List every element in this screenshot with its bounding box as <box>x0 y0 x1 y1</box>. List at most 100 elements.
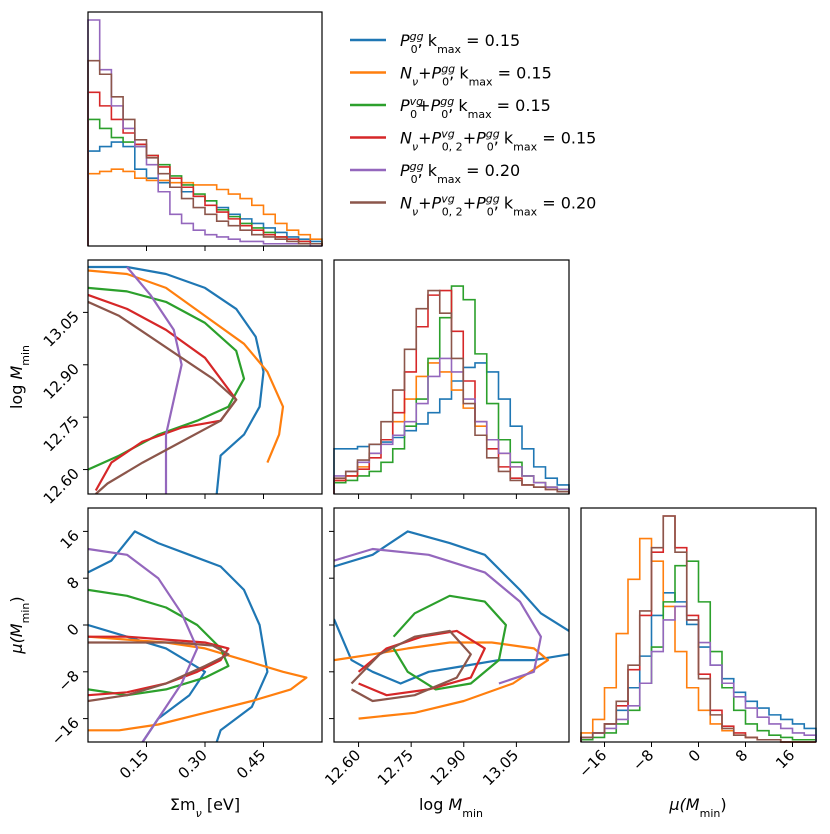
legend-label-part: 0 <box>487 205 494 218</box>
mnu-logM-Nv_P02vg_P0gg_k020-contour <box>88 300 238 494</box>
legend-label-part: max <box>437 43 461 56</box>
logM-mu-Nv_P0gg_k015-contour <box>334 641 550 720</box>
legend-label-part: + <box>418 129 431 148</box>
mu-hist-xtick-label: −8 <box>629 746 657 774</box>
mnu-logM-P0gg_k015-contour <box>88 265 265 494</box>
legend-label-part: 0, 2 <box>442 205 463 218</box>
legend-label-part: 0 <box>487 140 494 153</box>
legend-label-part: + <box>463 194 476 213</box>
xlabel-mu-part: min <box>700 807 721 820</box>
mnu-logM-P0gg_k020-contour <box>126 266 183 494</box>
mnu-Nv_P02vg_P0gg_k015-hist-step <box>87 91 323 246</box>
panel-mnu-mu: 0.15 0.30 0.45 −16 −8 0 8 16 <box>48 507 323 782</box>
logM-mu-P0gg_k015-contour <box>334 618 569 685</box>
logM-mu-P0gg_k020-contour <box>334 547 542 685</box>
mnu-mu-contours <box>88 530 308 742</box>
legend-label-part: 0 <box>410 108 417 121</box>
panel-mnu-hist <box>87 11 323 251</box>
legend-label-part: ν <box>412 140 418 153</box>
legend-label-part: max <box>513 205 537 218</box>
legend-label-part: = 0.20 <box>537 194 596 213</box>
ylabel-mu-part: min <box>19 603 32 624</box>
legend-label-part: = 0.15 <box>461 31 520 50</box>
xlabel-logM-part: log <box>419 795 448 814</box>
legend-label-part: P <box>432 64 442 83</box>
mnu-logM-ytick-label: 13.05 <box>40 307 83 350</box>
ylabel-logM-part: M <box>7 366 26 380</box>
mnu-logM-ytick-label: 12.60 <box>40 465 83 508</box>
legend-label-part: P <box>432 129 442 148</box>
legend-label-part: max <box>468 108 492 121</box>
xlabel-mnu-part: ν <box>196 807 202 820</box>
xlabel-mnu: Σmν [eV] <box>170 795 240 820</box>
legend-label-part: P <box>400 31 410 50</box>
legend-label-part: = 0.15 <box>492 96 551 115</box>
ylabel-mu: μ(Mmin) <box>7 596 32 654</box>
legend-label: Nν+Pvg 0, 2+Pgg 0, kmax = 0.20 <box>400 192 596 218</box>
legend-label-part: gg <box>410 160 424 173</box>
legend-label-part: , k <box>494 129 514 148</box>
mnu-logM-frame <box>87 259 323 495</box>
legend-label-part: gg <box>486 192 500 205</box>
legend-entry-P0gg_k020: Pgg 0, kmax = 0.20 <box>350 160 520 186</box>
legend-entry-P0vg_P0gg_k015: Pvg 0+Pgg 0, kmax = 0.15 <box>350 95 551 121</box>
mnu-Nv_P02vg_P0gg_k020-hist-step <box>87 59 323 246</box>
legend-label-part: vg <box>441 127 455 140</box>
legend-label: Pgg 0, kmax = 0.20 <box>400 160 520 186</box>
legend-label-part: ν <box>412 205 418 218</box>
mu-hist-xtick-label: 0 <box>685 746 704 765</box>
ylabel-logM: log Mmin <box>7 345 32 409</box>
logM-mu-xtick-label: 12.60 <box>321 746 364 789</box>
legend-label: Nν+Pgg 0, kmax = 0.15 <box>400 62 552 88</box>
legend-label-part: + <box>418 64 431 83</box>
ylabel-mu-part: M <box>7 623 26 637</box>
mnu-logM-contours <box>88 265 285 494</box>
xlabel-logM-part: M <box>448 795 462 814</box>
xlabel-mnu-part: [eV] <box>202 795 240 814</box>
legend-label-part: P <box>432 194 442 213</box>
legend-label-part: vg <box>441 192 455 205</box>
mnu-logM-ytick-label: 12.75 <box>40 412 83 455</box>
legend-label-part: ν <box>412 75 418 88</box>
xlabel-logM-part: min <box>462 807 483 820</box>
mnu-mu-frame <box>87 507 323 743</box>
mnu-mu-ytick-label: 8 <box>63 573 82 592</box>
legend-label-part: 0 <box>411 173 418 186</box>
logM-mu-Nv_P02vg_P0gg_k020-contour <box>350 629 472 703</box>
legend-entry-P0gg_k015: Pgg 0, kmax = 0.15 <box>350 30 520 56</box>
legend-label: Pgg 0, kmax = 0.15 <box>400 30 520 56</box>
ylabel-logM-part: min <box>19 345 32 366</box>
mnu-mu-xtick-label: 0.30 <box>174 746 210 782</box>
mnu-logM-ytick-label: 12.90 <box>40 360 83 403</box>
legend-label-part: , k <box>418 161 438 180</box>
logM-mu-xtick-label: 12.75 <box>374 746 417 789</box>
mu-Nv_P02vg_P0gg_k020-hist-step <box>580 515 816 743</box>
legend-label-part: N <box>400 64 412 83</box>
legend-label-part: max <box>437 173 461 186</box>
mnu-mu-Nv_P02vg_P0gg_k015-contour <box>88 635 230 697</box>
mnu-mu-ytick-label: −8 <box>54 667 82 695</box>
legend-label-part: P <box>400 96 410 115</box>
legend-label-part: , k <box>494 194 514 213</box>
logM-mu-xtick-label: 12.90 <box>427 746 470 789</box>
legend-label-part: + <box>463 129 476 148</box>
legend-label-part: , k <box>449 64 469 83</box>
legend-label-part: = 0.15 <box>537 129 596 148</box>
ylabel-logM-part: log <box>7 380 26 409</box>
logM-mu-contours <box>334 530 569 720</box>
legend-label: Nν+Pvg 0, 2+Pgg 0, kmax = 0.15 <box>400 127 596 153</box>
mnu-mu-xtick-label: 0.15 <box>116 746 152 782</box>
mnu-mu-Nv_P02vg_P0gg_k020-contour <box>88 641 230 703</box>
mnu-mu-P0gg_k015-contour <box>88 530 269 742</box>
legend-label: Pvg 0+Pgg 0, kmax = 0.15 <box>400 95 551 121</box>
legend-label-part: P <box>476 129 486 148</box>
legend-label-part: 0 <box>441 108 448 121</box>
legend-label-part: 0 <box>442 75 449 88</box>
legend-label-part: max <box>513 140 537 153</box>
mnu-mu-ytick-label: −16 <box>48 714 83 749</box>
logM-Nv_P02vg_P0gg_k020-hist-step <box>333 289 570 494</box>
mnu-logM-Nv_P0gg_k015-contour <box>88 269 285 464</box>
